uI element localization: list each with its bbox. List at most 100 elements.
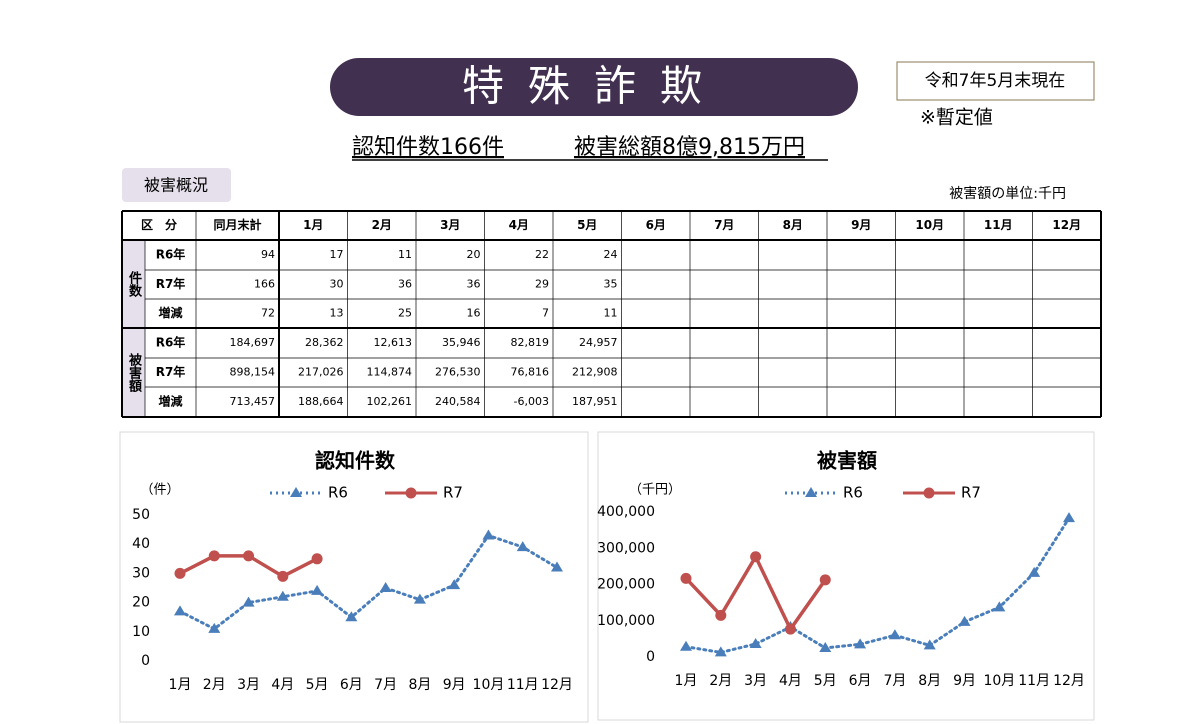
cell: 240,584 <box>435 395 481 408</box>
chart-title: 認知件数 <box>315 449 396 473</box>
x-tick-label: 1月 <box>169 677 192 693</box>
marker <box>923 639 936 650</box>
cell: 20 <box>467 248 481 261</box>
date-box <box>896 61 1095 101</box>
x-tick-label: 4月 <box>779 673 802 689</box>
x-tick-label: 3月 <box>744 673 767 689</box>
marker <box>819 574 831 586</box>
marker <box>174 605 186 616</box>
y-tick-label: 0 <box>141 653 150 669</box>
legend-label: R7 <box>961 484 981 502</box>
cell: 22 <box>535 248 549 261</box>
legend-marker <box>290 487 302 497</box>
cell: 94 <box>261 248 275 261</box>
cell: 184,697 <box>230 336 276 349</box>
x-tick-label: 12月 <box>1053 673 1085 689</box>
cell: 82,819 <box>511 336 550 349</box>
marker <box>174 567 186 579</box>
series-line <box>178 533 559 631</box>
date: 令和7年5月末現在 <box>925 71 1066 91</box>
legend-label: R6 <box>328 484 348 502</box>
x-tick-label: 8月 <box>918 673 941 689</box>
marker <box>958 615 971 626</box>
x-tick-label: 6月 <box>340 677 363 693</box>
y-tick-label: 40 <box>132 536 150 552</box>
marker <box>854 638 867 649</box>
marker <box>516 541 529 552</box>
marker <box>888 629 901 640</box>
marker <box>311 553 323 565</box>
section-box <box>122 168 231 202</box>
table-header: 7月 <box>714 218 734 232</box>
x-tick-label: 12月 <box>541 677 573 693</box>
x-tick-label: 2月 <box>709 673 732 689</box>
cell: 29 <box>535 278 549 291</box>
cell: 72 <box>261 307 275 320</box>
marker <box>551 561 563 572</box>
marker <box>714 646 727 657</box>
group-label: 件数 <box>126 270 142 298</box>
table-header: 8月 <box>783 218 803 232</box>
cell: 25 <box>398 307 412 320</box>
cell: 12,613 <box>374 336 413 349</box>
group-bg <box>122 328 145 417</box>
table-header: 2月 <box>372 218 392 232</box>
y-tick-label: 50 <box>132 507 150 523</box>
x-tick-label: 6月 <box>849 673 872 689</box>
title: 特殊詐欺 <box>462 62 726 111</box>
marker <box>819 641 832 652</box>
marker <box>379 582 392 592</box>
marker <box>208 550 220 562</box>
marker <box>311 584 324 595</box>
x-tick-label: 3月 <box>237 677 260 693</box>
marker <box>749 637 762 648</box>
summary-count: 認知件数166件 <box>352 135 504 160</box>
row-label: R6年 <box>156 247 186 262</box>
marker <box>1063 512 1075 523</box>
cell: 76,816 <box>511 366 550 379</box>
table-header: 12月 <box>1052 218 1081 232</box>
marker <box>784 623 796 635</box>
x-tick-label: 7月 <box>374 677 397 693</box>
table-header: 区 分 <box>141 217 177 232</box>
y-tick-label: 20 <box>132 595 150 611</box>
unit: 被害額の単位:千円 <box>949 186 1066 202</box>
y-unit: （件） <box>140 483 179 498</box>
y-tick-label: 0 <box>646 649 655 665</box>
cell: 898,154 <box>230 366 276 379</box>
cell: 11 <box>398 248 412 261</box>
marker <box>482 529 495 540</box>
section-label: 被害概況 <box>144 176 208 195</box>
table-header: 3月 <box>440 218 460 232</box>
cell: 276,530 <box>435 366 481 379</box>
marker <box>993 601 1006 612</box>
row-label: 増減 <box>158 394 182 409</box>
y-tick-label: 300,000 <box>597 540 655 556</box>
row-label: 増減 <box>158 305 182 320</box>
x-tick-label: 9月 <box>443 677 466 693</box>
row-label: R7年 <box>156 364 186 379</box>
cell: 13 <box>330 307 344 320</box>
x-tick-label: 9月 <box>953 673 976 689</box>
marker <box>448 579 461 590</box>
table-header: 11月 <box>984 218 1013 232</box>
cell: -6,003 <box>514 395 549 408</box>
legend-marker <box>805 487 817 497</box>
marker <box>243 550 255 562</box>
marker <box>413 593 426 604</box>
x-tick-label: 8月 <box>408 677 431 693</box>
x-tick-label: 5月 <box>814 673 837 689</box>
marker <box>680 640 692 651</box>
marker <box>680 572 692 584</box>
cell: 24 <box>604 248 618 261</box>
cell: 36 <box>398 278 412 291</box>
group-label: 被害額 <box>126 352 143 393</box>
cell: 35 <box>604 278 618 291</box>
y-tick-label: 200,000 <box>597 577 655 593</box>
table-header: 5月 <box>577 218 597 232</box>
row-label: R7年 <box>156 276 186 291</box>
marker <box>715 609 727 621</box>
y-tick-label: 100,000 <box>597 613 655 629</box>
x-tick-label: 11月 <box>507 677 539 693</box>
y-unit: （千円） <box>629 483 681 498</box>
